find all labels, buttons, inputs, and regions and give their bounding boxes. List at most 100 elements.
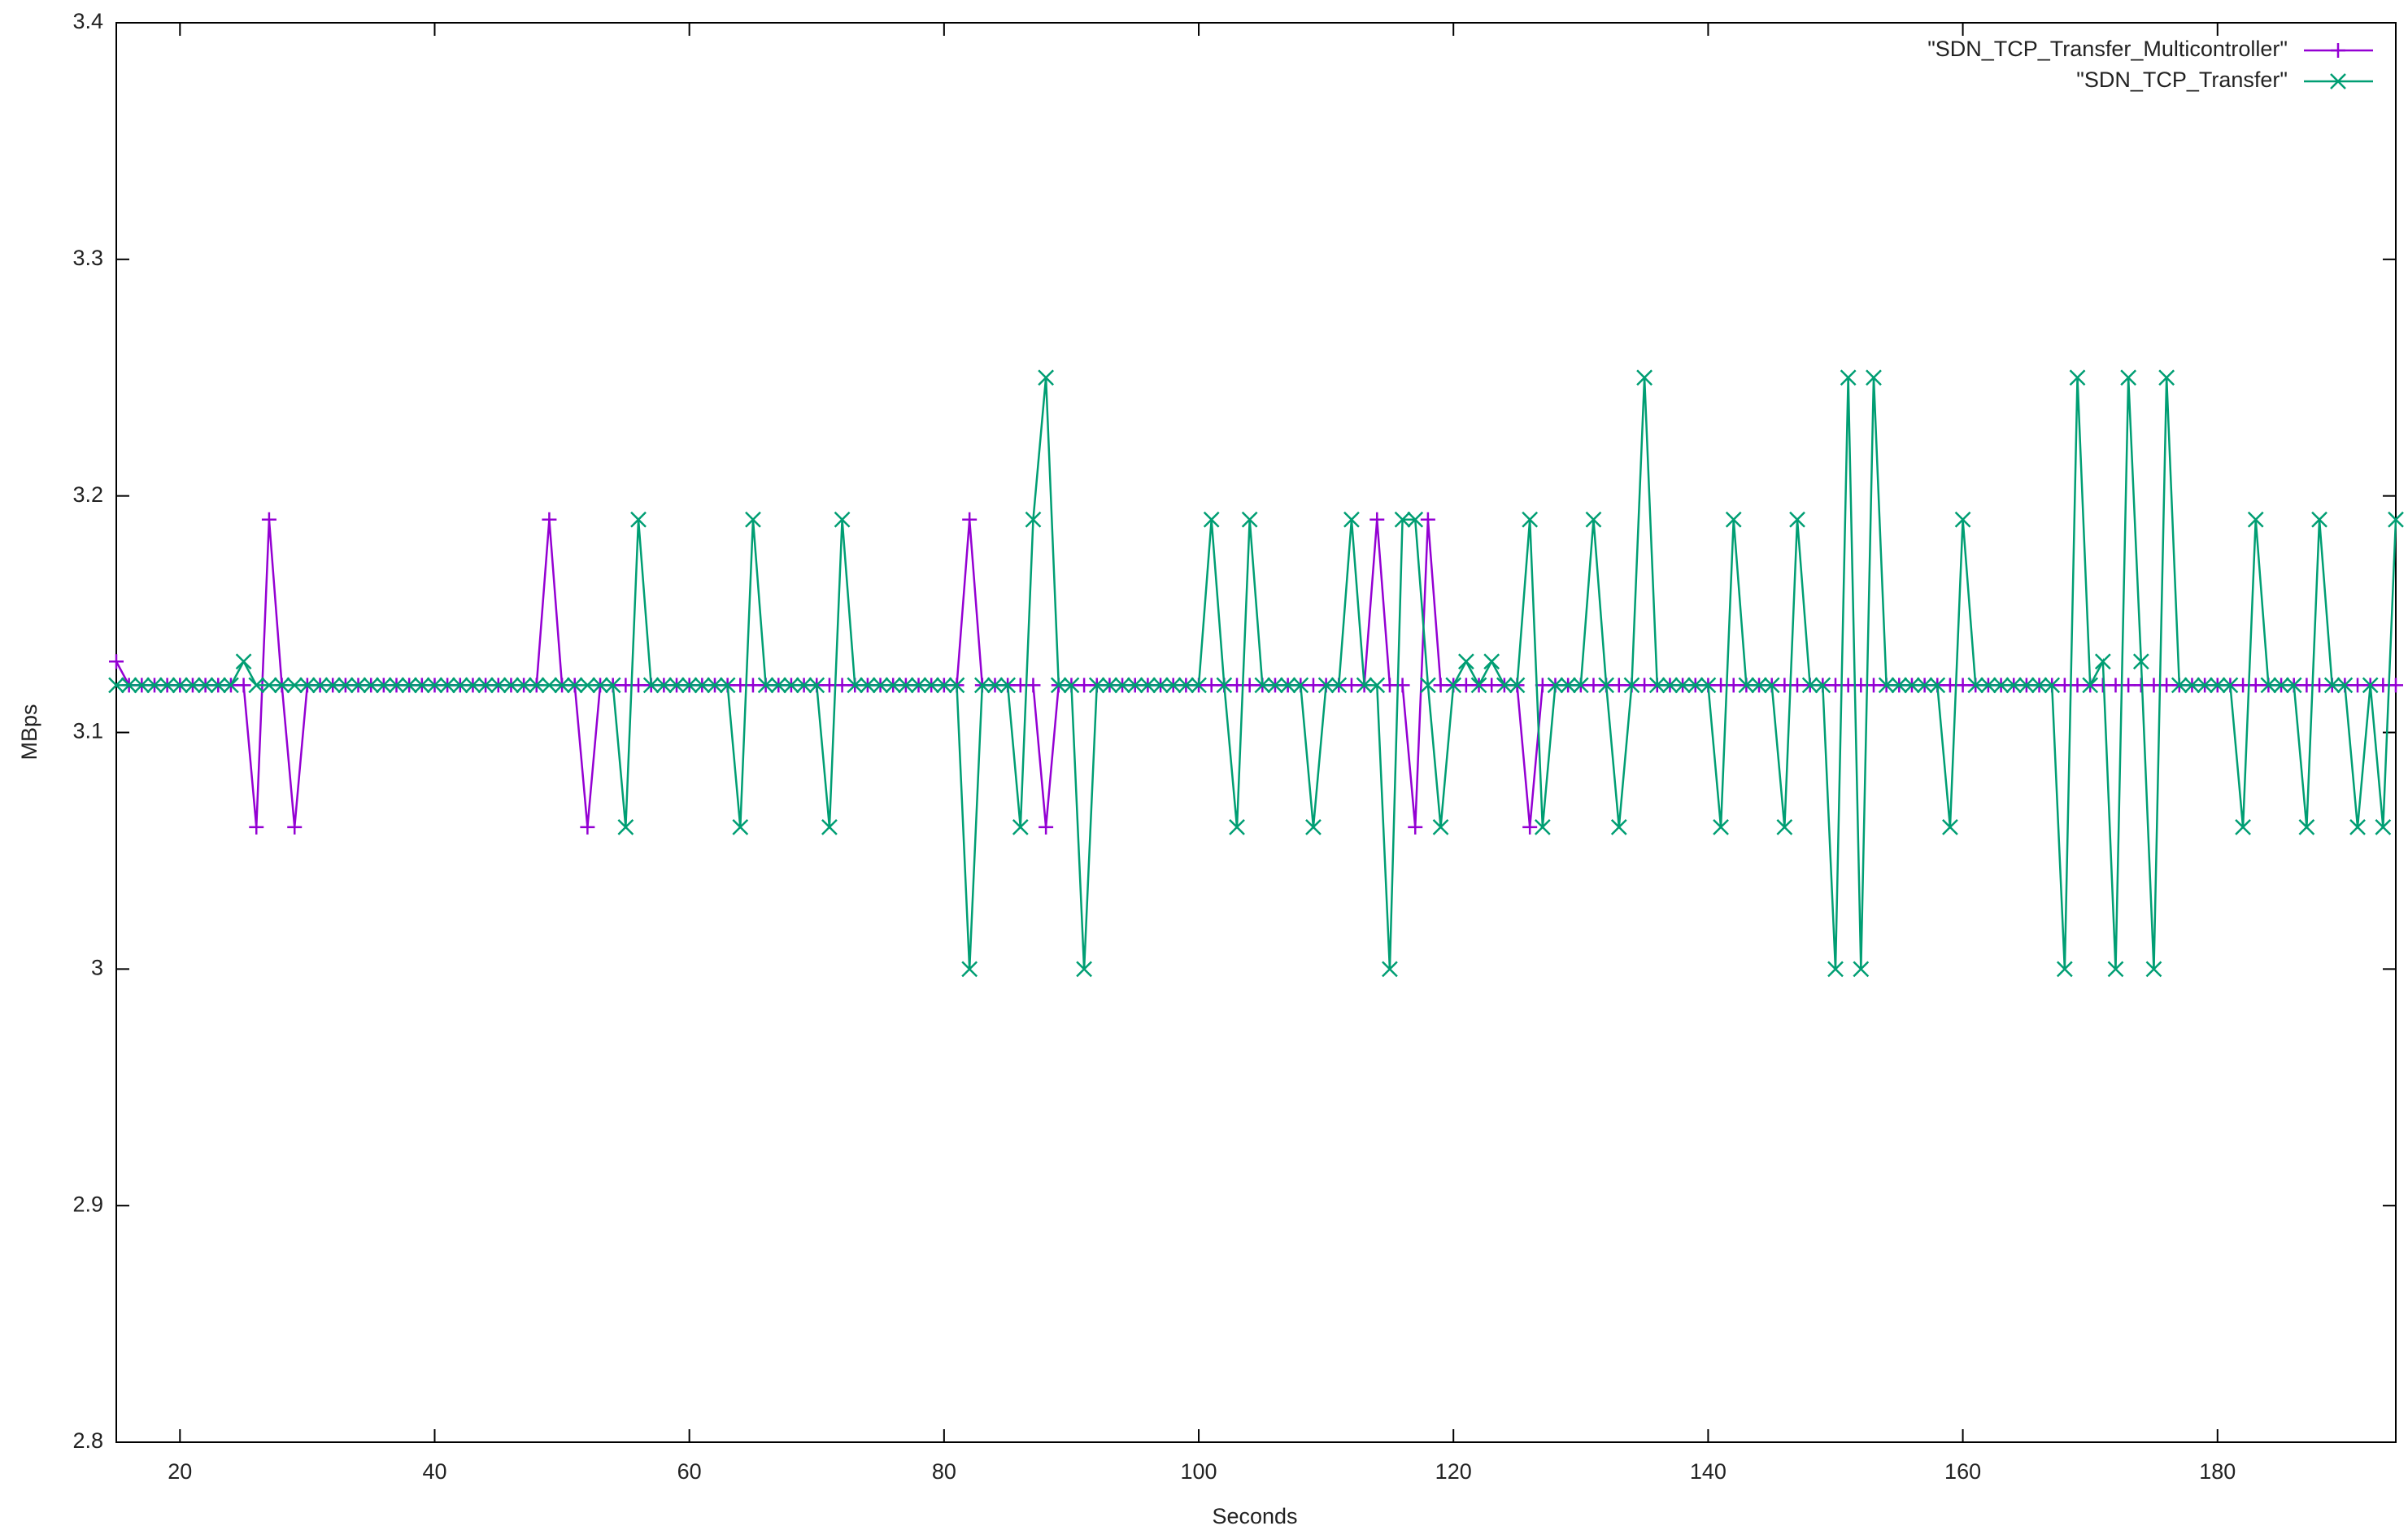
point-marker [1343, 678, 1359, 693]
point-marker [146, 677, 163, 694]
point-marker [1916, 677, 1933, 694]
point-marker [1394, 511, 1411, 528]
point-marker [1572, 677, 1589, 694]
point-marker [1738, 677, 1755, 694]
y-tick-label: 3.4 [72, 9, 103, 33]
point-marker [1101, 677, 1118, 694]
y-tick-label: 3 [91, 955, 103, 979]
point-marker [1178, 677, 1195, 694]
x-tick-label: 60 [677, 1459, 702, 1484]
point-marker [1623, 677, 1640, 694]
point-marker [1929, 677, 1946, 694]
point-marker [2222, 677, 2239, 694]
plot-border [115, 22, 2397, 1443]
y-tick-label: 2.8 [72, 1428, 103, 1453]
legend-label: "SDN_TCP_Transfer_Multicontroller" [1927, 37, 2288, 61]
point-marker [1445, 677, 1462, 694]
point-marker [847, 677, 864, 694]
point-marker [223, 677, 239, 694]
point-marker [1457, 653, 1474, 670]
point-marker [287, 819, 303, 835]
point-marker [783, 677, 799, 694]
x-tick-label: 160 [1944, 1459, 1981, 1484]
point-marker [120, 677, 137, 694]
point-marker [2056, 961, 2073, 978]
point-marker [2311, 511, 2327, 528]
point-marker [2145, 961, 2162, 978]
x-tick-label: 80 [932, 1459, 956, 1484]
point-marker [1254, 677, 1271, 694]
x-tick-label: 40 [422, 1459, 446, 1484]
point-marker [1827, 678, 1843, 693]
point-marker [860, 677, 876, 694]
point-marker [413, 677, 430, 694]
point-marker [1522, 511, 1539, 528]
point-marker [694, 677, 711, 694]
point-marker [299, 677, 316, 694]
point-marker [2146, 678, 2162, 693]
point-marker [757, 677, 774, 694]
point-marker [1534, 818, 1551, 835]
point-marker [133, 677, 150, 694]
point-marker [630, 511, 647, 528]
point-marker [2298, 818, 2315, 835]
point-marker [2031, 677, 2048, 694]
point-marker [617, 818, 634, 835]
point-marker [770, 677, 787, 694]
point-marker [1076, 961, 1092, 978]
point-marker [2108, 678, 2123, 693]
point-marker [236, 678, 251, 693]
point-marker [2248, 678, 2263, 693]
point-marker [1840, 369, 1857, 386]
point-marker [986, 677, 1004, 694]
point-marker [261, 677, 277, 694]
point-marker [1522, 819, 1538, 835]
point-marker [249, 819, 264, 835]
point-marker [109, 654, 124, 669]
point-marker [1547, 677, 1564, 694]
point-marker [1483, 653, 1500, 670]
point-marker [1496, 677, 1513, 694]
y-tick-label: 2.9 [72, 1192, 103, 1216]
legend-marker [2331, 43, 2345, 58]
point-marker [286, 677, 303, 694]
point-marker [1458, 678, 1474, 693]
x-tick-label: 100 [1181, 1459, 1217, 1484]
point-marker [1317, 677, 1335, 694]
point-marker [185, 677, 201, 694]
point-marker [2349, 818, 2366, 835]
point-marker [973, 677, 991, 694]
point-marker [2375, 818, 2392, 835]
point-marker [2247, 511, 2264, 528]
point-marker [795, 677, 812, 694]
point-marker [1039, 819, 1054, 835]
x-tick-label: 120 [1435, 1459, 1472, 1484]
point-marker [2120, 369, 2137, 386]
point-marker [1636, 369, 1653, 386]
y-axis-label: MBps [17, 704, 41, 760]
point-marker [1241, 511, 1258, 528]
point-marker [808, 677, 825, 694]
point-marker [1165, 677, 1182, 694]
point-marker [1942, 818, 1958, 835]
point-marker [2132, 653, 2149, 670]
point-marker [401, 677, 418, 694]
point-marker [1598, 677, 1615, 694]
point-marker [1840, 678, 1856, 693]
point-marker [1955, 678, 1970, 693]
point-marker [451, 677, 468, 694]
point-marker [2121, 678, 2136, 693]
point-marker [604, 677, 621, 694]
point-marker [1204, 678, 1219, 693]
point-marker [324, 677, 342, 694]
point-marker [2107, 961, 2124, 978]
point-marker [1305, 818, 1322, 835]
point-marker [2005, 677, 2023, 694]
point-marker [834, 511, 851, 528]
point-marker [2323, 677, 2341, 694]
point-marker [1420, 677, 1436, 694]
point-marker [1356, 677, 1373, 694]
point-marker [707, 677, 723, 694]
